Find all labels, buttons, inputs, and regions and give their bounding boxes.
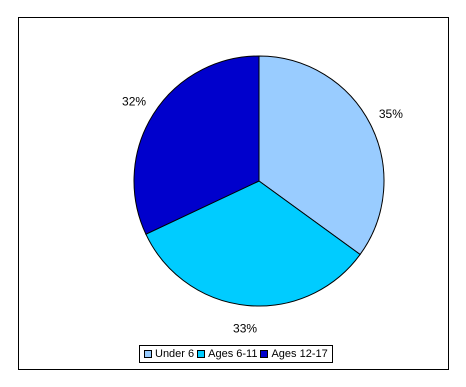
legend-label: Under 6 [155,348,195,360]
legend-swatch [260,350,269,358]
legend-item-ages-6-11: Ages 6-11 [197,348,257,360]
data-label: 32% [122,95,146,109]
data-label: 35% [379,107,403,121]
pie-chart: 35% 33% 32% [122,55,403,335]
legend-item-under-6: Under 6 [144,348,194,360]
chart-frame: 35% 33% 32% Under 6 Ages 6-11 Ages 12-17 [18,17,449,370]
legend-item-ages-12-17: Ages 12-17 [260,348,328,360]
pie-slice-under-6 [258,55,385,256]
data-label: 33% [233,321,257,335]
chart-legend: Under 6 Ages 6-11 Ages 12-17 [139,345,333,363]
legend-swatch [197,350,206,358]
pie-slice-ages-6-11 [145,180,361,307]
legend-swatch [144,350,152,358]
pie-slice-ages-12-17 [133,55,260,235]
legend-label: Ages 12-17 [271,348,328,360]
legend-label: Ages 6-11 [208,348,258,360]
